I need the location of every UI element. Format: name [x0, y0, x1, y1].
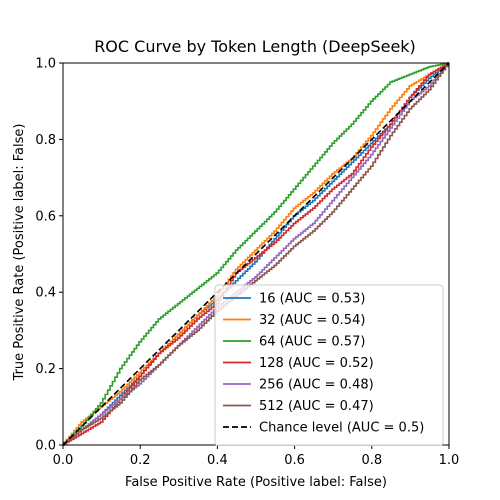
roc-series-line-1 — [63, 62, 449, 446]
y-tick-label: 0.0 — [35, 439, 56, 454]
x-tick-label: 0.2 — [130, 453, 151, 468]
y-tick-label: 1.0 — [35, 57, 56, 72]
roc-series-line-2 — [63, 62, 449, 446]
legend-label-0: 16 (AUC = 0.53) — [259, 292, 365, 307]
legend-label-3: 128 (AUC = 0.52) — [259, 356, 374, 371]
y-axis-label: True Positive Rate (Positive label: Fals… — [12, 124, 27, 382]
roc-series-line-4 — [63, 62, 449, 446]
x-tick-label: 0.0 — [53, 453, 74, 468]
x-tick-label: 0.4 — [207, 453, 228, 468]
roc-series-line-6 — [63, 62, 450, 446]
x-tick-label: 1.0 — [439, 453, 460, 468]
y-tick-label: 0.6 — [35, 209, 56, 224]
y-tick-label: 0.4 — [35, 286, 56, 301]
legend-label-6: Chance level (AUC = 0.5) — [259, 421, 424, 436]
chart-title: ROC Curve by Token Length (DeepSeek) — [94, 37, 416, 56]
y-tick-label: 0.8 — [35, 133, 56, 148]
x-tick-label: 0.6 — [284, 453, 305, 468]
x-tick-label: 0.8 — [361, 453, 382, 468]
legend-label-5: 512 (AUC = 0.47) — [259, 399, 374, 414]
roc-series-line-3 — [63, 62, 449, 446]
plot-area — [63, 62, 450, 446]
legend-label-4: 256 (AUC = 0.48) — [259, 378, 374, 393]
legend-label-1: 32 (AUC = 0.54) — [259, 313, 365, 328]
y-tick-label: 0.2 — [35, 362, 56, 377]
roc-series-line-5 — [63, 62, 449, 446]
legend-box — [214, 284, 444, 446]
x-axis-label: False Positive Rate (Positive label: Fal… — [125, 475, 387, 490]
legend-label-2: 64 (AUC = 0.57) — [259, 335, 365, 350]
legend: 16 (AUC = 0.53) 32 (AUC = 0.54) 64 (AUC = … — [214, 284, 444, 446]
